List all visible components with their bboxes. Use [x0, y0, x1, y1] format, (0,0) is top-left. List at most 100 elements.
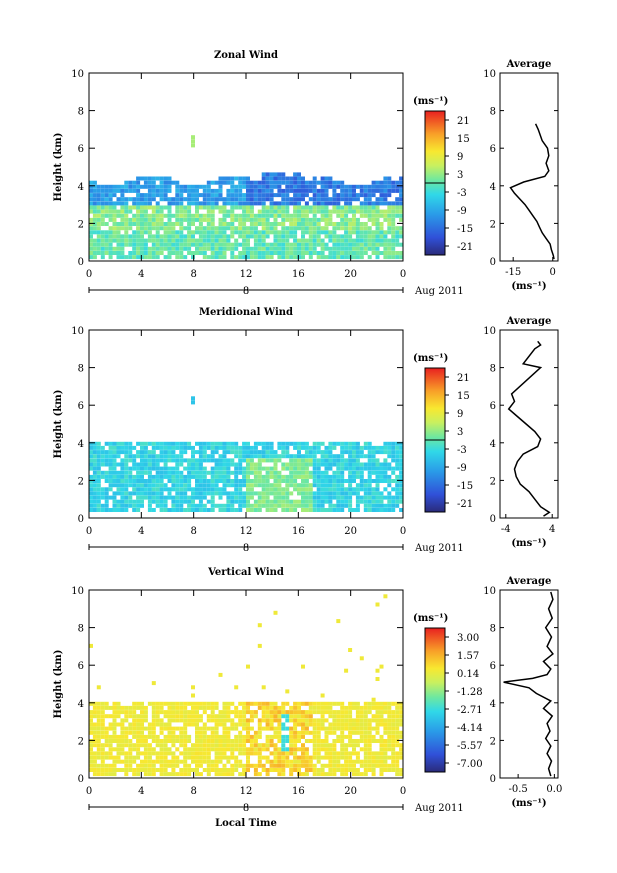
field-cell [399, 441, 404, 446]
field-cell [171, 751, 176, 756]
field-cell [191, 450, 195, 455]
field-cell [320, 226, 325, 231]
field-cell [348, 445, 353, 450]
field-cell [273, 466, 278, 471]
field-cell [320, 184, 325, 189]
field-cell [340, 234, 345, 239]
field-cell [104, 209, 109, 214]
field-cell [371, 487, 376, 492]
field-cell [332, 251, 337, 255]
field-cell [195, 246, 199, 251]
field-cell [304, 730, 309, 735]
field-cell [332, 470, 337, 475]
field-cell [222, 718, 227, 723]
field-cell [285, 462, 290, 467]
field-cell [304, 466, 309, 471]
field-cell [297, 205, 301, 210]
field-cell [183, 466, 188, 471]
field-cell [332, 714, 337, 719]
y-axis-label: Height (km) [53, 390, 64, 459]
field-cell [344, 222, 349, 226]
field-cell [206, 184, 211, 189]
field-cell [222, 462, 227, 467]
field-cell [352, 205, 356, 210]
field-cell [234, 474, 239, 479]
field-cell [297, 503, 301, 508]
field-cell [198, 730, 203, 735]
field-cell [187, 226, 192, 231]
field-cell [399, 479, 404, 483]
field-cell [277, 491, 282, 496]
field-cell [253, 222, 258, 226]
field-cell [285, 184, 290, 189]
field-cell [202, 470, 207, 475]
field-cell [336, 222, 341, 226]
field-cell [253, 508, 258, 512]
field-cell [183, 730, 188, 735]
field-cell [112, 508, 117, 512]
field-cell [352, 246, 356, 251]
field-cell [340, 739, 345, 743]
field-cell [238, 180, 243, 185]
field-cell [324, 755, 329, 760]
field-cell [136, 184, 141, 189]
field-cell [304, 722, 309, 727]
field-cell [175, 180, 180, 185]
field-cell [304, 242, 309, 247]
field-cell [222, 454, 227, 459]
field-cell [277, 242, 282, 247]
field-cell [116, 508, 121, 512]
field-cell [159, 710, 164, 715]
field-cell [312, 763, 317, 768]
field-cell [340, 193, 345, 198]
field-cell [206, 217, 211, 222]
field-cell [257, 450, 262, 455]
field-cell [234, 450, 239, 455]
field-cell [214, 238, 219, 243]
field-cell [214, 462, 219, 467]
field-cell [92, 499, 97, 504]
field-cell [140, 209, 144, 214]
field-cell [273, 251, 278, 255]
field-cell [175, 205, 180, 210]
field-cell [367, 487, 372, 492]
field-cell [281, 217, 286, 222]
field-cell [289, 222, 294, 226]
field-cell [383, 246, 388, 251]
field-cell [395, 705, 400, 710]
field-cell [140, 458, 144, 463]
field-cell [269, 483, 274, 488]
field-cell [230, 222, 235, 226]
field-cell [214, 188, 219, 193]
field-cell [171, 705, 176, 710]
field-cell [234, 454, 239, 459]
field-cell [352, 479, 356, 483]
field-cell [399, 176, 404, 181]
field-cell [324, 747, 329, 752]
field-cell [198, 234, 203, 239]
field-cell [391, 180, 396, 185]
field-cell [246, 470, 250, 475]
field-cell [202, 487, 207, 492]
field-cell [163, 726, 168, 731]
field-cell [249, 495, 254, 500]
field-cell [96, 503, 101, 508]
field-cell [116, 483, 121, 488]
field-cell [355, 470, 360, 475]
field-cell [285, 188, 290, 193]
field-cell [230, 209, 235, 214]
field-cell [293, 763, 298, 768]
field-cell [89, 226, 93, 231]
field-cell [132, 222, 137, 226]
field-cell [89, 445, 93, 450]
field-cell [304, 205, 309, 210]
field-cell [308, 188, 313, 193]
field-cell [124, 755, 129, 760]
field-cell [112, 205, 117, 210]
field-cell [387, 705, 392, 710]
field-cell [316, 487, 321, 492]
field-cell [301, 763, 305, 768]
field-cell [198, 450, 203, 455]
field-cell [175, 234, 180, 239]
field-cell [320, 772, 325, 777]
